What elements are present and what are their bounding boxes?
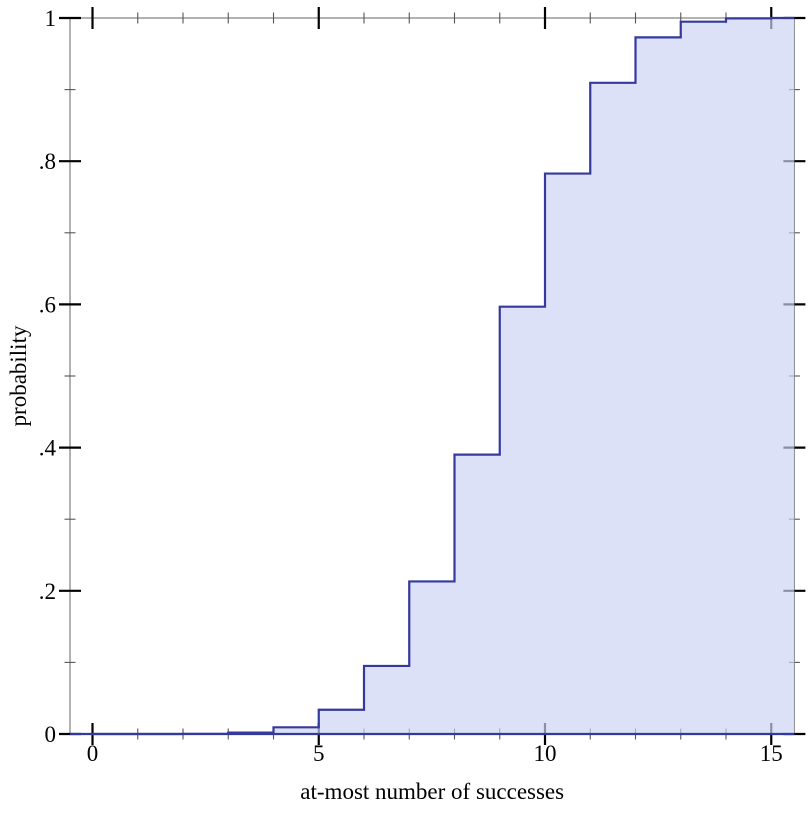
svg-text:.6: .6 [39,292,56,317]
svg-text:0: 0 [45,722,57,747]
svg-text:at-most number of successes: at-most number of successes [300,779,564,804]
svg-text:.8: .8 [39,149,56,174]
svg-text:15: 15 [760,741,783,766]
svg-text:10: 10 [534,741,557,766]
svg-text:.4: .4 [39,436,57,461]
svg-text:1: 1 [45,6,57,31]
svg-text:0: 0 [87,741,99,766]
svg-text:probability: probability [6,325,31,426]
svg-text:5: 5 [313,741,325,766]
svg-text:.2: .2 [39,579,56,604]
